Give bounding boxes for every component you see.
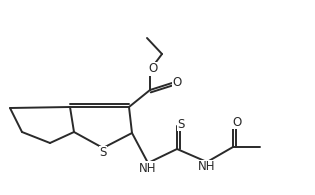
Text: NH: NH xyxy=(139,161,157,175)
Text: O: O xyxy=(172,76,182,90)
Text: O: O xyxy=(148,63,158,75)
Text: NH: NH xyxy=(198,160,216,174)
Text: O: O xyxy=(232,115,242,129)
Text: S: S xyxy=(99,146,107,160)
Text: S: S xyxy=(177,118,185,130)
